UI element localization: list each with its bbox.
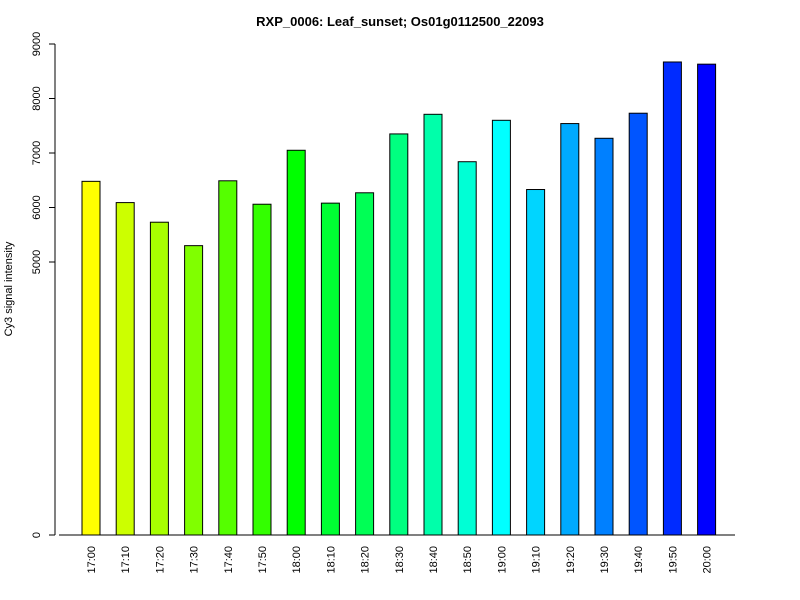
bar — [320, 202, 340, 536]
x-tick-label: 17:00 — [86, 546, 98, 574]
bar — [491, 119, 511, 536]
x-tick-label: 17:40 — [223, 546, 235, 574]
x-axis-ticks: 17:00 17:10 17:20 17:30 17:40 17:50 18:00 18:10… — [86, 546, 714, 574]
y-axis-label: Cy3 signal intensity — [3, 241, 15, 336]
bar — [423, 113, 443, 536]
x-tick-label: 20:00 — [702, 546, 714, 574]
x-tick-label: 18:40 — [428, 546, 440, 574]
x-tick-label: 18:00 — [291, 546, 303, 574]
x-tick-label: 18:10 — [325, 546, 337, 574]
x-tick-label: 17:20 — [154, 546, 166, 574]
x-tick-label: 18:30 — [394, 546, 406, 574]
bar — [697, 63, 717, 536]
bar — [184, 245, 204, 536]
chart-title: RXP_0006: Leaf_sunset; Os01g0112500_2209… — [256, 14, 544, 29]
y-tick-label: 9000 — [31, 32, 43, 56]
y-tick-label: 0 — [31, 532, 43, 538]
bar — [389, 133, 409, 536]
bars — [81, 61, 717, 536]
y-tick-label: 5000 — [31, 250, 43, 274]
bar — [286, 149, 306, 536]
x-tick-label: 17:30 — [189, 546, 201, 574]
x-tick-label: 18:50 — [462, 546, 474, 574]
x-tick-label: 19:50 — [667, 546, 679, 574]
y-axis: 0 5000 6000 7000 8000 9000 — [31, 32, 56, 538]
bar — [115, 202, 135, 536]
bar — [218, 180, 238, 536]
bar — [560, 123, 580, 536]
y-tick-label: 8000 — [31, 86, 43, 110]
bar — [149, 221, 169, 536]
bar — [662, 61, 682, 536]
x-tick-label: 19:10 — [531, 546, 543, 574]
bar — [457, 161, 477, 536]
bar — [355, 192, 375, 536]
bar — [628, 112, 648, 536]
x-tick-label: 19:20 — [565, 546, 577, 574]
x-tick-label: 18:20 — [360, 546, 372, 574]
bar — [252, 203, 272, 536]
bar — [526, 189, 546, 536]
x-tick-label: 19:40 — [633, 546, 645, 574]
x-tick-label: 19:30 — [599, 546, 611, 574]
x-tick-label: 17:50 — [257, 546, 269, 574]
bar — [594, 137, 614, 536]
x-tick-label: 17:10 — [120, 546, 132, 574]
y-tick-label: 6000 — [31, 195, 43, 219]
bar — [81, 180, 101, 536]
y-tick-label: 7000 — [31, 141, 43, 165]
x-tick-label: 19:00 — [496, 546, 508, 574]
